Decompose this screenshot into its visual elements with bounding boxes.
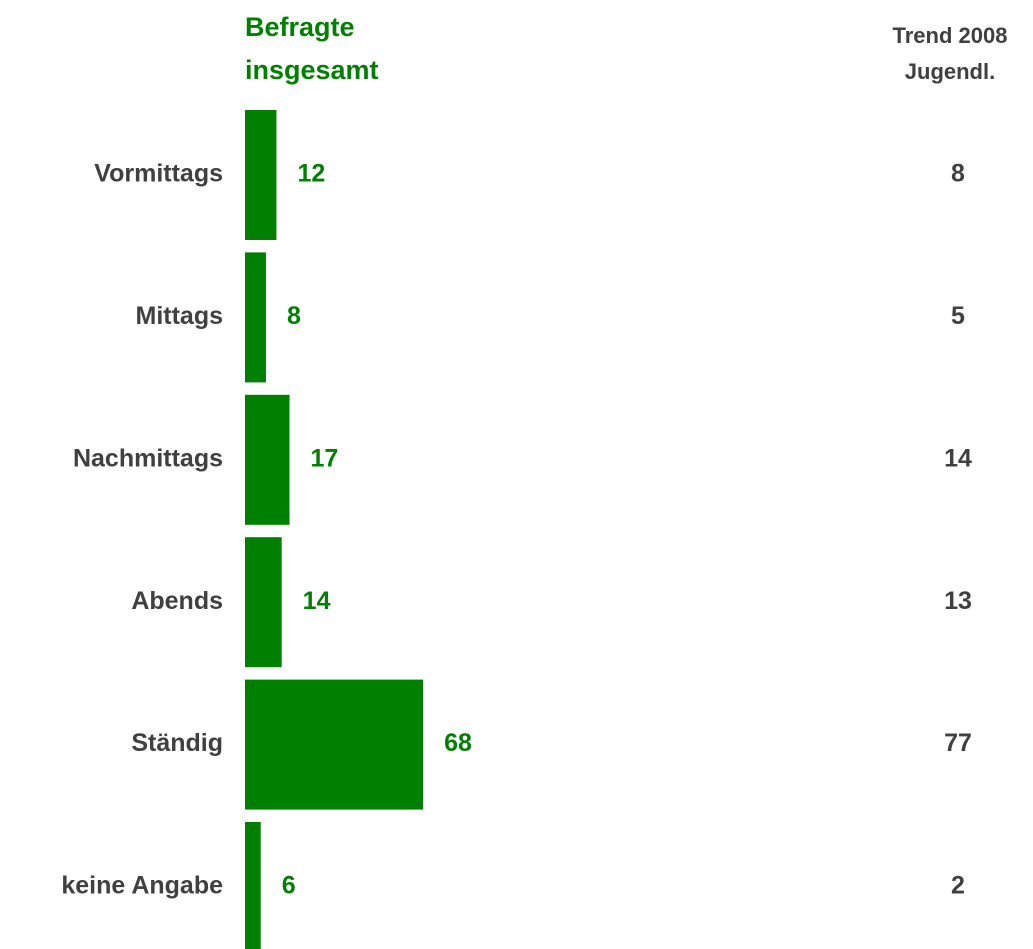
series-header: Befragte insgesamt	[245, 12, 379, 86]
category-label: Mittags	[136, 302, 224, 330]
trend-value: 5	[951, 302, 965, 330]
bar	[245, 394, 290, 525]
category-label: keine Angabe	[61, 872, 223, 900]
value-label: 68	[444, 729, 472, 757]
value-label: 8	[287, 302, 301, 330]
bar	[245, 110, 277, 240]
category-label: Vormittags	[94, 160, 223, 188]
bar	[245, 822, 261, 949]
bar	[245, 252, 266, 383]
trend-value: 13	[944, 587, 972, 615]
value-label: 14	[303, 587, 331, 615]
trend-value: 77	[944, 729, 972, 757]
bar	[245, 537, 282, 668]
trend-value: 14	[944, 444, 972, 472]
value-label: 6	[282, 872, 296, 900]
trend-value: 8	[951, 160, 965, 188]
trend-header: Trend 2008 Jugendl.	[892, 23, 1008, 85]
bar	[245, 679, 424, 810]
category-label: Ständig	[131, 729, 223, 757]
category-label: Abends	[131, 587, 223, 615]
value-label: 12	[297, 160, 325, 188]
value-label: 17	[311, 444, 339, 472]
trend-value: 2	[951, 872, 965, 900]
category-label: Nachmittags	[73, 444, 223, 472]
